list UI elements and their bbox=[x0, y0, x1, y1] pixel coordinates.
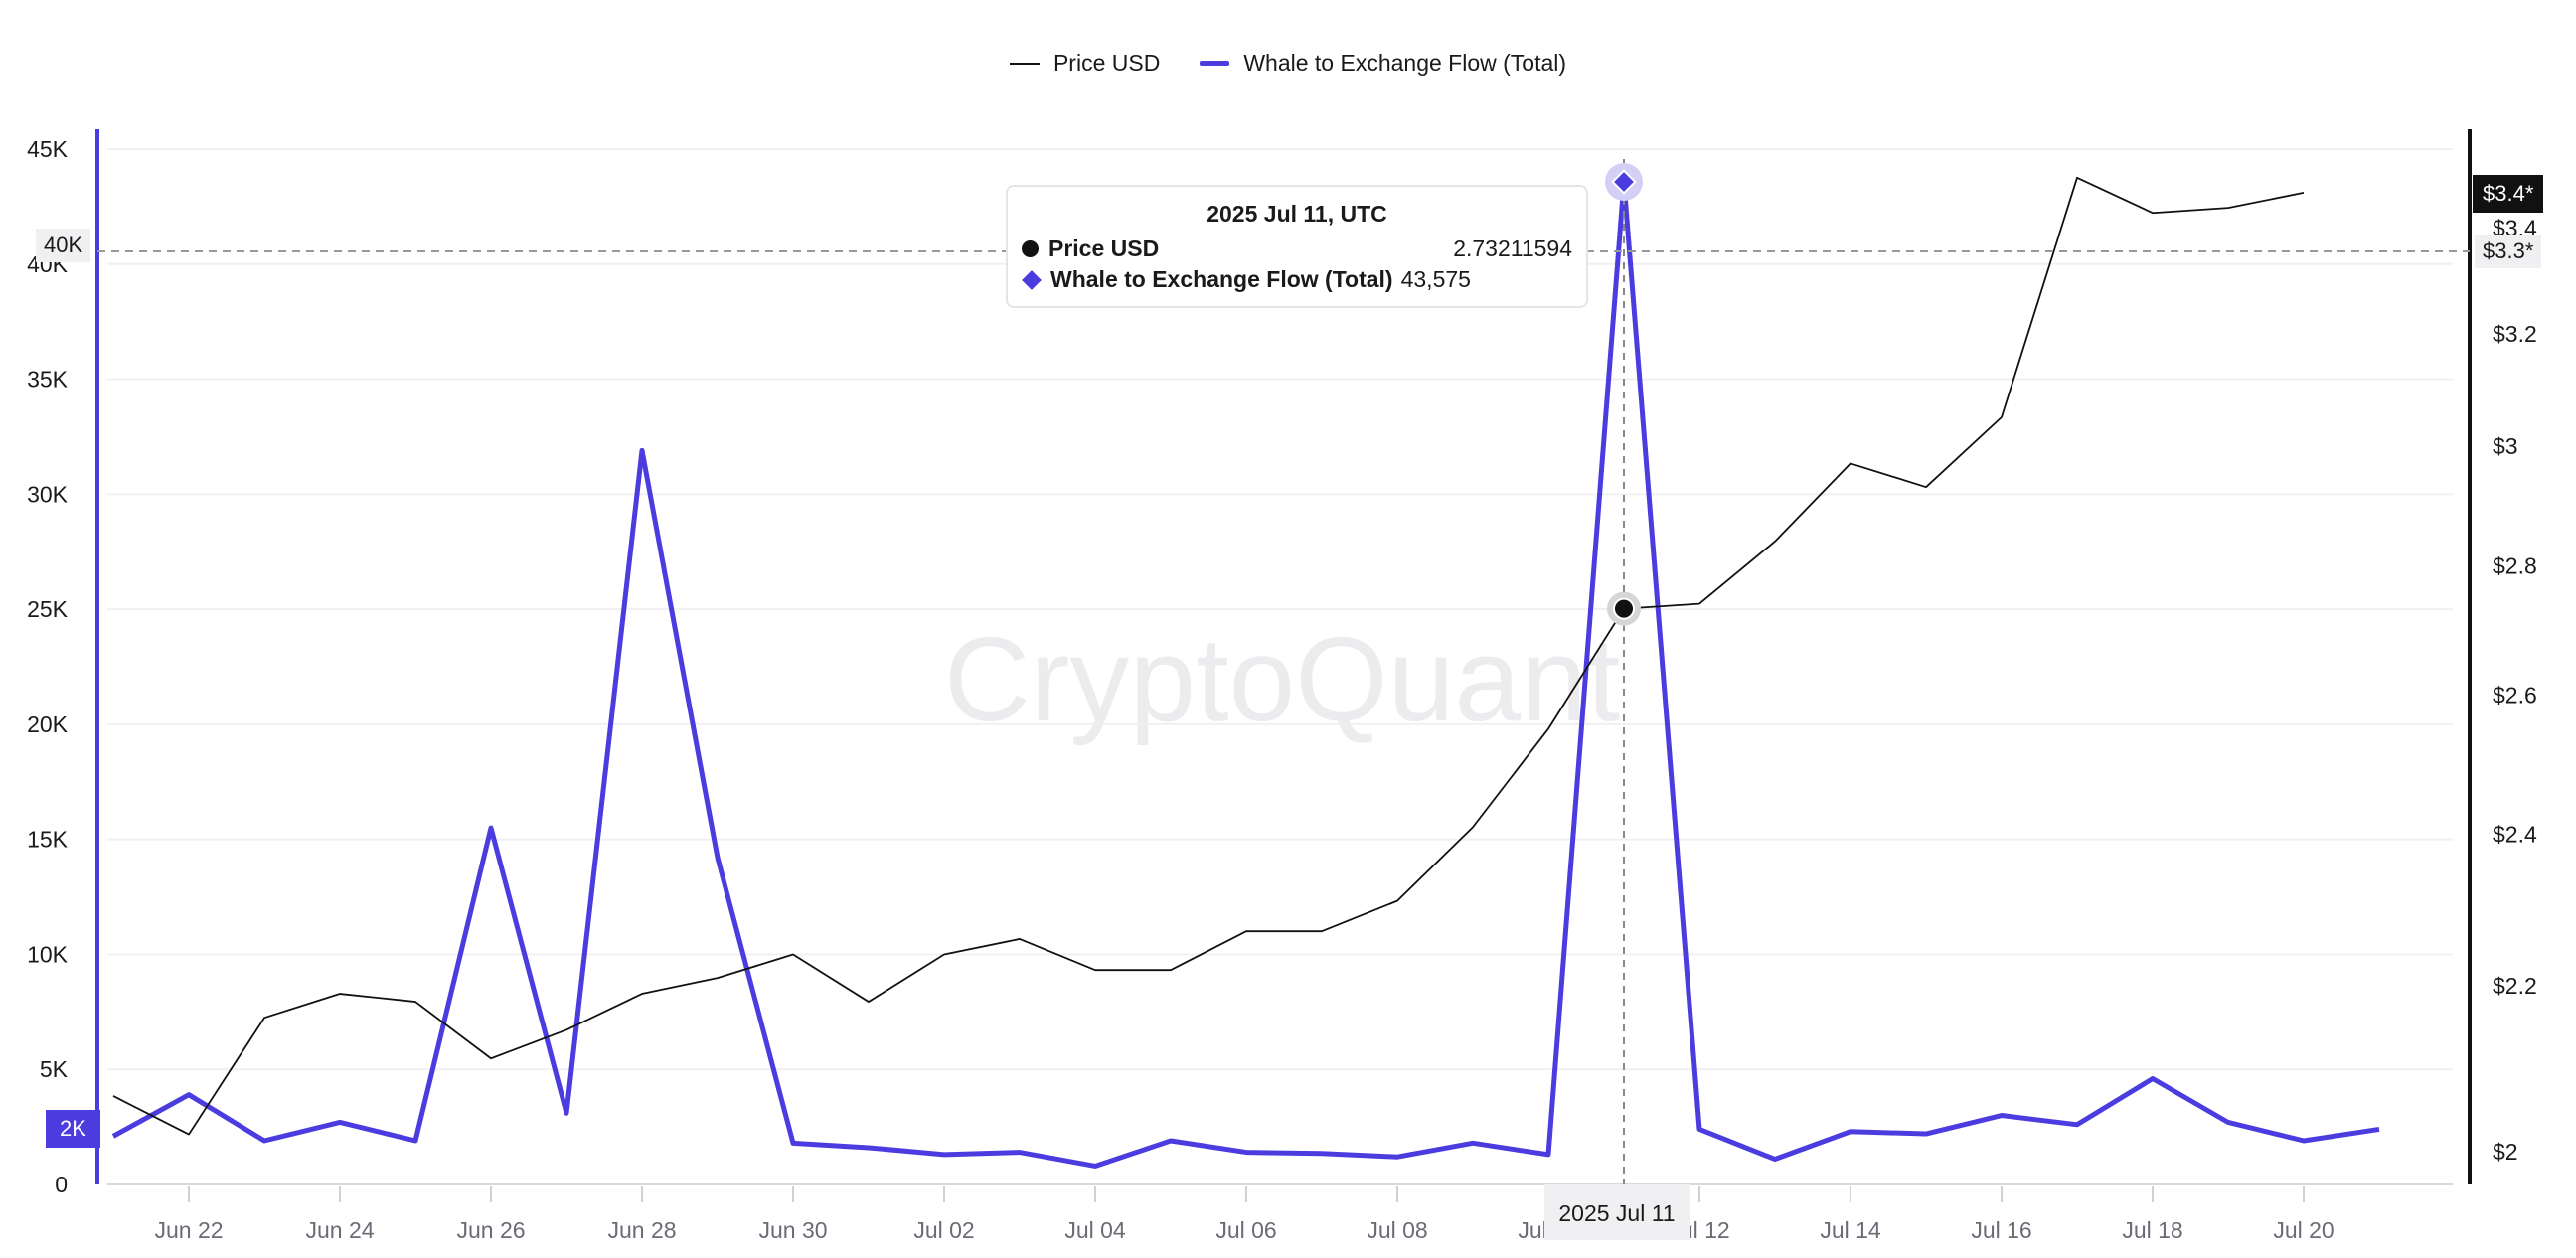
x-tick-label: Jul 14 bbox=[1820, 1217, 1881, 1243]
right-tick-label: $3 bbox=[2493, 433, 2518, 459]
x-tick-label: Jun 26 bbox=[456, 1217, 525, 1243]
legend-label-price: Price USD bbox=[1052, 50, 1161, 76]
price-dot-icon bbox=[1022, 240, 1039, 257]
flow-line-swatch bbox=[1200, 61, 1230, 66]
current-price-badge: $3.4* bbox=[2473, 175, 2544, 213]
flow-series-line bbox=[111, 179, 2380, 1169]
left-tick-label: 45K bbox=[27, 136, 69, 162]
crosshair-left-label: 40K bbox=[36, 229, 91, 262]
tooltip-row-flow: Whale to Exchange Flow (Total) 43,575 bbox=[1022, 264, 1572, 295]
legend-item-flow[interactable]: Whale to Exchange Flow (Total) bbox=[1200, 50, 1566, 77]
x-tick-label: Jul 16 bbox=[1971, 1217, 2031, 1243]
right-tick-label: $2.2 bbox=[2493, 973, 2537, 999]
tooltip-price-value: 2.73211594 bbox=[1453, 236, 1572, 261]
legend-label-flow: Whale to Exchange Flow (Total) bbox=[1243, 50, 1567, 76]
tooltip-title: 2025 Jul 11, UTC bbox=[1207, 201, 1387, 227]
tooltip-flow-label: Whale to Exchange Flow (Total) bbox=[1050, 266, 1393, 292]
x-tick-label: Jun 24 bbox=[305, 1217, 374, 1243]
tooltip-flow-value: 43,575 bbox=[1400, 266, 1471, 292]
x-tick-label: Jun 22 bbox=[154, 1217, 223, 1243]
watermark: CryptoQuant bbox=[944, 613, 1620, 746]
right-tick-label: $2.8 bbox=[2493, 553, 2537, 579]
left-tick-label: 5K bbox=[40, 1056, 69, 1082]
right-tick-label: $2.6 bbox=[2493, 682, 2537, 708]
left-tick-label: 20K bbox=[27, 711, 69, 737]
left-tick-label: 15K bbox=[27, 827, 69, 853]
right-tick-label: $2 bbox=[2493, 1139, 2518, 1165]
left-tick-label: 25K bbox=[27, 596, 69, 622]
legend-item-price[interactable]: Price USD bbox=[1009, 50, 1161, 77]
x-tick-label: Jul 08 bbox=[1367, 1217, 1427, 1243]
legend: Price USD Whale to Exchange Flow (Total) bbox=[0, 50, 2576, 77]
current-flow-badge: 2K bbox=[46, 1110, 100, 1148]
x-tick-label: Jun 30 bbox=[758, 1217, 827, 1243]
flow-hover-marker bbox=[1611, 169, 1637, 195]
tooltip-price-label: Price USD bbox=[1048, 236, 1160, 261]
tooltip-row-price: Price USD 2.73211594 bbox=[1022, 234, 1572, 264]
crosshair-right-label: $3.3* bbox=[2475, 235, 2542, 268]
left-tick-label: 35K bbox=[27, 367, 69, 393]
left-tick-label: 10K bbox=[27, 941, 69, 967]
flow-diamond-icon bbox=[1022, 269, 1042, 290]
x-tick-label: Jul 20 bbox=[2273, 1217, 2334, 1243]
tooltip: 2025 Jul 11, UTC Price USD 2.73211594 Wh… bbox=[1006, 185, 1588, 308]
x-tick-label: Jun 28 bbox=[607, 1217, 676, 1243]
x-tick-label: Jul 02 bbox=[913, 1217, 974, 1243]
x-tick-label: Jul 18 bbox=[2122, 1217, 2182, 1243]
price-hover-marker bbox=[1613, 597, 1635, 620]
crosshair-x-label: 2025 Jul 11 bbox=[1544, 1184, 1690, 1240]
left-tick-label: 30K bbox=[27, 481, 69, 507]
left-tick-label: 0 bbox=[55, 1172, 68, 1197]
price-series-line bbox=[112, 176, 2305, 1136]
x-tick-label: Jul 04 bbox=[1064, 1217, 1126, 1243]
price-line-swatch bbox=[1009, 62, 1040, 65]
right-tick-label: $2.4 bbox=[2493, 822, 2537, 848]
x-tick-label: Jul 06 bbox=[1215, 1217, 1276, 1243]
right-tick-label: $3.2 bbox=[2493, 321, 2537, 347]
